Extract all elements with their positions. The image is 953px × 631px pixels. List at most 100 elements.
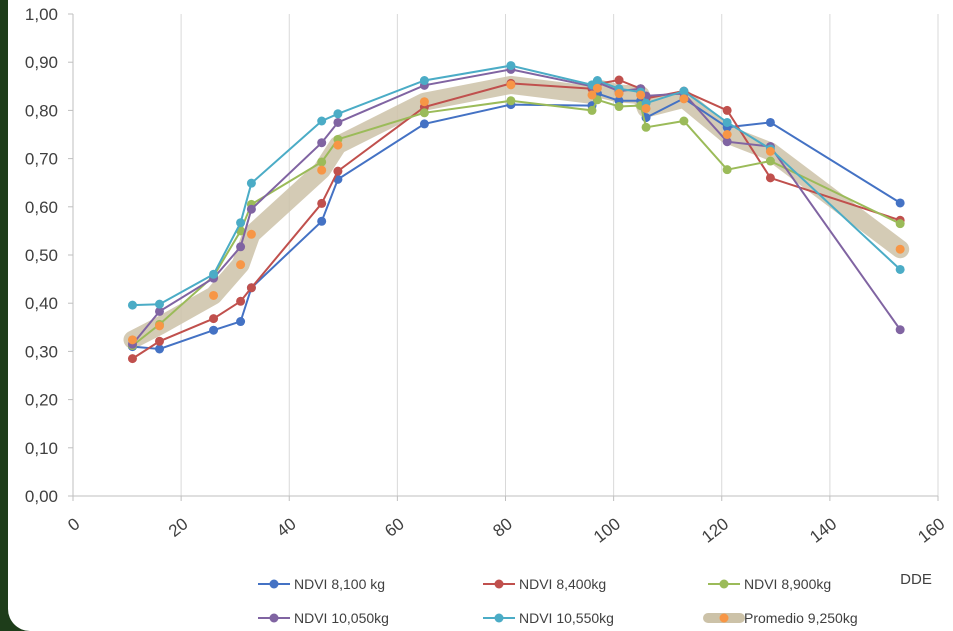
data-point bbox=[679, 86, 689, 96]
series-line bbox=[131, 78, 901, 360]
data-point bbox=[765, 117, 775, 127]
legend-swatch-marker bbox=[269, 613, 279, 623]
data-point bbox=[895, 244, 905, 254]
legend-item-6: Promedio 9,250kg bbox=[703, 610, 858, 626]
data-point bbox=[679, 94, 689, 104]
legend: NDVI 8,100 kg NDVI 8,400kg NDVI 8,900kg NDV… bbox=[258, 576, 858, 626]
data-point bbox=[317, 138, 327, 148]
y-tick-label: 0,50 bbox=[25, 246, 58, 265]
x-axis-ticks: 0 20 40 60 80 100 120 140 160 bbox=[64, 496, 948, 547]
legend-label: NDVI 8,900kg bbox=[744, 576, 831, 592]
data-point bbox=[317, 116, 327, 126]
data-point bbox=[895, 264, 905, 274]
x-tick-label: 20 bbox=[165, 514, 192, 541]
data-point bbox=[679, 116, 689, 126]
legend-label: NDVI 10,050kg bbox=[294, 610, 389, 626]
y-tick-label: 0,40 bbox=[25, 294, 58, 313]
x-tick-label: 40 bbox=[273, 514, 300, 541]
series-line bbox=[131, 68, 902, 345]
legend-swatch-marker bbox=[494, 613, 504, 623]
data-point bbox=[614, 102, 624, 112]
y-tick-label: 0,30 bbox=[25, 342, 58, 361]
legend-item-5: NDVI 10,550kg bbox=[483, 610, 614, 626]
legend-swatch-marker bbox=[719, 579, 729, 589]
data-point bbox=[587, 90, 597, 100]
y-tick-label: 0,90 bbox=[25, 53, 58, 72]
data-point bbox=[587, 105, 597, 115]
data-point bbox=[209, 325, 219, 335]
data-point bbox=[127, 354, 137, 364]
data-point bbox=[317, 165, 327, 175]
y-tick-label: 0,10 bbox=[25, 439, 58, 458]
data-point bbox=[722, 137, 732, 147]
data-point bbox=[592, 76, 602, 86]
legend-item-2: NDVI 8,400kg bbox=[483, 576, 606, 592]
y-tick-label: 0,70 bbox=[25, 150, 58, 169]
data-point bbox=[236, 317, 246, 327]
y-axis-ticks: 0,00 0,10 0,20 0,30 0,40 0,50 0,60 0,70 0,80 0,90… bbox=[25, 5, 73, 506]
legend-label: NDVI 10,550kg bbox=[519, 610, 614, 626]
data-point bbox=[317, 216, 327, 226]
data-point bbox=[419, 76, 429, 86]
data-point bbox=[236, 260, 246, 270]
series-line bbox=[131, 98, 901, 347]
data-point bbox=[614, 75, 624, 85]
data-point bbox=[209, 314, 219, 324]
chart-panel: 0,00 0,10 0,20 0,30 0,40 0,50 0,60 0,70 0,80 0,90… bbox=[8, 0, 953, 631]
series-line bbox=[132, 64, 901, 307]
data-point bbox=[895, 325, 905, 335]
data-point bbox=[765, 156, 775, 166]
data-point bbox=[127, 300, 137, 310]
data-point bbox=[722, 117, 732, 127]
x-tick-label: 100 bbox=[590, 514, 624, 546]
data-point bbox=[506, 96, 516, 106]
data-point bbox=[333, 117, 343, 127]
data-point bbox=[506, 61, 516, 71]
data-point bbox=[895, 198, 905, 208]
data-point bbox=[419, 97, 429, 107]
data-point bbox=[765, 173, 775, 183]
data-point bbox=[419, 108, 429, 118]
data-point bbox=[722, 165, 732, 175]
data-point bbox=[333, 140, 343, 150]
x-tick-label: 60 bbox=[381, 514, 408, 541]
data-point bbox=[765, 146, 775, 156]
series-layer bbox=[123, 61, 910, 364]
data-point bbox=[722, 105, 732, 115]
data-point bbox=[127, 335, 137, 345]
data-point bbox=[317, 157, 327, 167]
data-point bbox=[641, 122, 651, 132]
x-tick-label: 120 bbox=[698, 514, 732, 546]
legend-label: Promedio 9,250kg bbox=[744, 610, 858, 626]
legend-label: NDVI 8,100 kg bbox=[294, 576, 385, 592]
data-point bbox=[236, 218, 246, 228]
data-point bbox=[419, 119, 429, 129]
data-point bbox=[722, 130, 732, 139]
y-tick-label: 0,80 bbox=[25, 101, 58, 120]
x-tick-label: 80 bbox=[489, 514, 516, 541]
data-point bbox=[895, 219, 905, 229]
legend-swatch-marker bbox=[719, 613, 729, 623]
data-point bbox=[246, 204, 256, 214]
data-point bbox=[236, 296, 246, 306]
legend-swatch-marker bbox=[494, 579, 504, 589]
legend-item-1: NDVI 8,100 kg bbox=[258, 576, 385, 592]
x-tick-label: 0 bbox=[64, 514, 83, 535]
data-point bbox=[246, 229, 256, 239]
y-tick-label: 0,20 bbox=[25, 391, 58, 410]
data-point bbox=[246, 283, 256, 293]
data-point bbox=[209, 290, 219, 300]
legend-swatch-marker bbox=[269, 579, 279, 589]
legend-item-4: NDVI 10,050kg bbox=[258, 610, 389, 626]
data-point bbox=[155, 321, 164, 331]
data-point bbox=[155, 299, 164, 309]
data-point bbox=[155, 306, 164, 316]
data-point bbox=[641, 103, 651, 113]
x-axis-label: DDE bbox=[900, 571, 932, 588]
data-point bbox=[246, 178, 256, 188]
series-6 bbox=[127, 80, 905, 345]
data-point bbox=[155, 344, 164, 354]
legend-label: NDVI 8,400kg bbox=[519, 576, 606, 592]
x-tick-label: 140 bbox=[806, 514, 840, 546]
x-tick-label: 160 bbox=[914, 514, 948, 546]
